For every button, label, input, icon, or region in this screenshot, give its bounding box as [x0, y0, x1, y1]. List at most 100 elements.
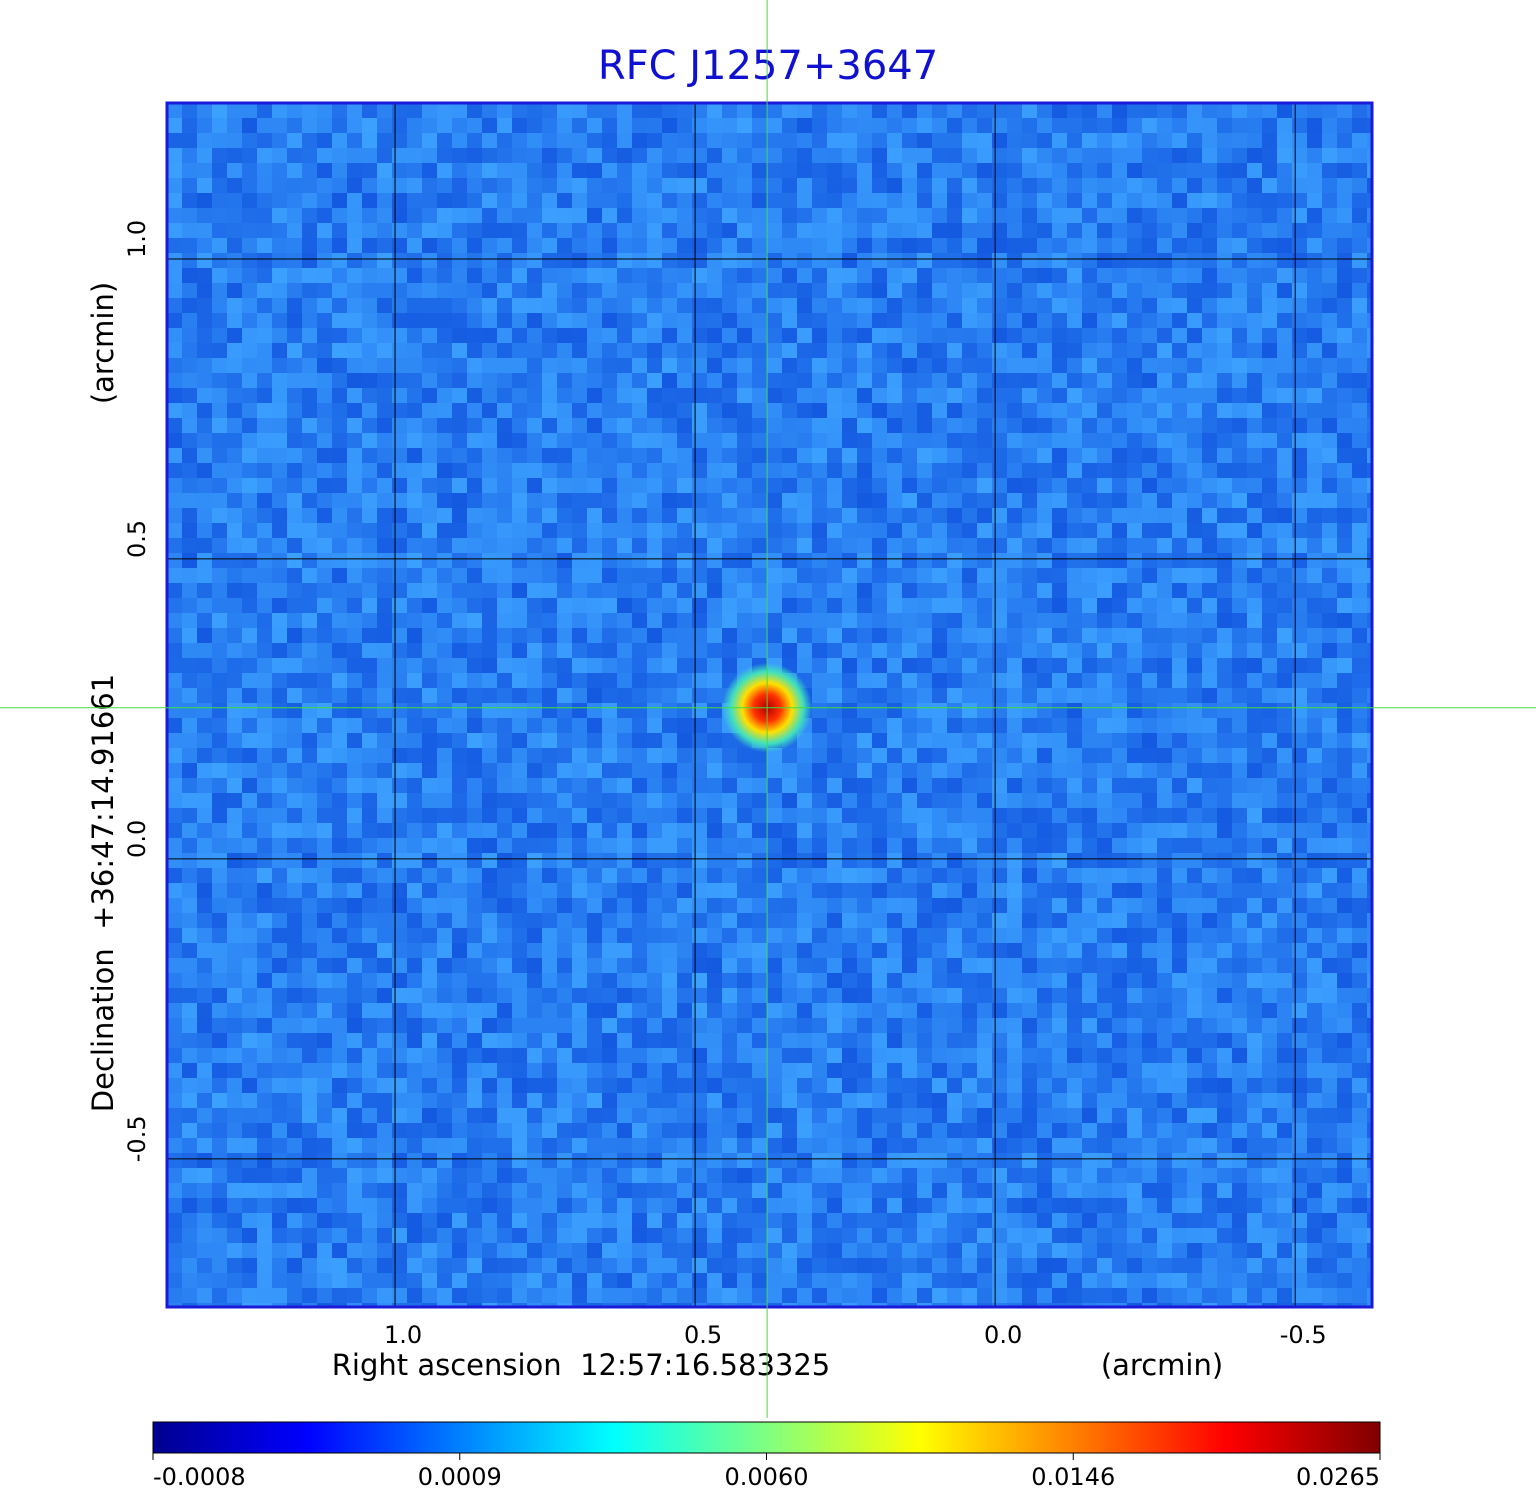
- image-pixel: [902, 238, 917, 253]
- image-pixel: [347, 853, 362, 868]
- image-pixel: [617, 733, 632, 748]
- image-pixel: [572, 163, 587, 178]
- image-pixel: [1127, 868, 1142, 883]
- image-pixel: [1142, 808, 1157, 823]
- image-pixel: [1022, 178, 1037, 193]
- image-pixel: [482, 793, 497, 808]
- image-pixel: [1202, 973, 1217, 988]
- image-pixel: [647, 1018, 662, 1033]
- image-pixel: [317, 658, 332, 673]
- image-pixel: [992, 823, 1007, 838]
- image-pixel: [917, 1018, 932, 1033]
- image-pixel: [1367, 463, 1372, 478]
- image-pixel: [1217, 193, 1232, 208]
- image-pixel: [752, 538, 767, 553]
- image-pixel: [437, 343, 452, 358]
- image-pixel: [287, 913, 302, 928]
- image-pixel: [737, 463, 752, 478]
- image-pixel: [227, 328, 242, 343]
- image-pixel: [542, 103, 557, 118]
- image-pixel: [872, 838, 887, 853]
- image-pixel: [677, 643, 692, 658]
- image-pixel: [1367, 988, 1372, 1003]
- image-pixel: [902, 403, 917, 418]
- image-pixel: [692, 1003, 707, 1018]
- image-pixel: [767, 298, 782, 313]
- image-pixel: [602, 883, 617, 898]
- image-pixel: [212, 358, 227, 373]
- image-pixel: [437, 358, 452, 373]
- image-pixel: [812, 748, 827, 763]
- image-pixel: [302, 673, 317, 688]
- image-pixel: [557, 103, 572, 118]
- image-pixel: [617, 838, 632, 853]
- image-pixel: [212, 568, 227, 583]
- image-pixel: [1262, 358, 1277, 373]
- image-pixel: [1142, 508, 1157, 523]
- image-pixel: [1322, 793, 1337, 808]
- image-pixel: [752, 343, 767, 358]
- image-pixel: [1277, 673, 1292, 688]
- image-pixel: [377, 493, 392, 508]
- image-pixel: [992, 1018, 1007, 1033]
- image-pixel: [557, 583, 572, 598]
- image-pixel: [197, 193, 212, 208]
- image-pixel: [1097, 853, 1112, 868]
- image-pixel: [557, 538, 572, 553]
- image-pixel: [362, 583, 377, 598]
- image-pixel: [662, 748, 677, 763]
- image-pixel: [542, 148, 557, 163]
- image-pixel: [1052, 373, 1067, 388]
- image-pixel: [812, 1003, 827, 1018]
- image-pixel: [392, 628, 407, 643]
- image-pixel: [782, 988, 797, 1003]
- image-pixel: [257, 463, 272, 478]
- image-pixel: [1082, 448, 1097, 463]
- image-pixel: [557, 373, 572, 388]
- image-pixel: [1367, 268, 1372, 283]
- image-pixel: [407, 538, 422, 553]
- image-pixel: [842, 538, 857, 553]
- image-pixel: [392, 523, 407, 538]
- image-pixel: [812, 358, 827, 373]
- image-pixel: [272, 583, 287, 598]
- image-pixel: [872, 943, 887, 958]
- image-pixel: [842, 133, 857, 148]
- image-pixel: [242, 133, 257, 148]
- image-pixel: [317, 598, 332, 613]
- image-pixel: [437, 268, 452, 283]
- image-pixel: [317, 928, 332, 943]
- image-pixel: [707, 418, 722, 433]
- image-pixel: [1277, 748, 1292, 763]
- image-pixel: [437, 583, 452, 598]
- image-pixel: [497, 343, 512, 358]
- image-pixel: [857, 463, 872, 478]
- image-pixel: [1232, 763, 1247, 778]
- image-pixel: [197, 148, 212, 163]
- image-pixel: [1067, 628, 1082, 643]
- image-pixel: [347, 208, 362, 223]
- image-pixel: [227, 913, 242, 928]
- image-pixel: [287, 268, 302, 283]
- image-pixel: [677, 988, 692, 1003]
- image-pixel: [167, 673, 182, 688]
- image-pixel: [1232, 913, 1247, 928]
- image-pixel: [947, 298, 962, 313]
- image-pixel: [497, 688, 512, 703]
- image-pixel: [617, 463, 632, 478]
- image-pixel: [242, 373, 257, 388]
- image-pixel: [782, 508, 797, 523]
- image-pixel: [932, 718, 947, 733]
- image-pixel: [437, 463, 452, 478]
- image-pixel: [392, 823, 407, 838]
- image-pixel: [947, 118, 962, 133]
- image-pixel: [167, 178, 182, 193]
- image-pixel: [767, 778, 782, 793]
- image-pixel: [767, 928, 782, 943]
- image-pixel: [767, 913, 782, 928]
- image-pixel: [512, 193, 527, 208]
- image-pixel: [1007, 463, 1022, 478]
- image-pixel: [1142, 523, 1157, 538]
- image-pixel: [1007, 508, 1022, 523]
- image-pixel: [422, 988, 437, 1003]
